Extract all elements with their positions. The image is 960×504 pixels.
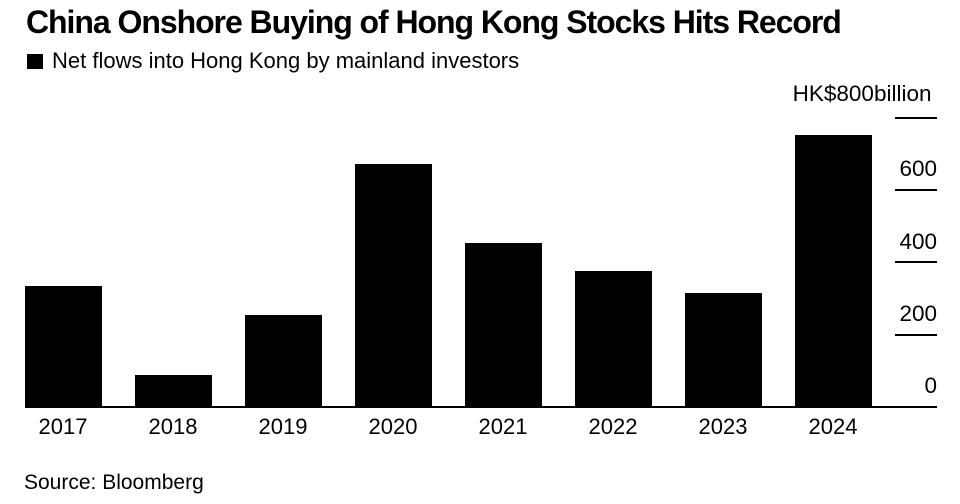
legend-swatch <box>27 53 43 70</box>
chart-title: China Onshore Buying of Hong Kong Stocks… <box>26 3 842 40</box>
x-tick-label-2023: 2023 <box>698 414 748 439</box>
y-tick-dash-200 <box>895 333 937 336</box>
x-tick-label-2021: 2021 <box>478 414 528 439</box>
x-tick-label-2018: 2018 <box>148 414 198 439</box>
x-tick-label-2022: 2022 <box>588 414 638 439</box>
y-tick-label-800: HK$800billion <box>792 80 932 106</box>
legend-label: Net flows into Hong Kong by mainland inv… <box>52 47 520 73</box>
y-tick-label-200: 200 <box>899 300 937 326</box>
y-tick-label-600: 600 <box>899 156 937 182</box>
bar-2018 <box>134 375 212 407</box>
x-tick-label-2020: 2020 <box>368 414 418 439</box>
y-tick-dash-800 <box>895 116 937 119</box>
bar-2024 <box>794 135 872 407</box>
bar-2019 <box>244 315 322 407</box>
bar-2020 <box>354 163 432 407</box>
bar-2021 <box>464 243 542 407</box>
y-tick-dash-600 <box>895 188 937 191</box>
x-tick-label-2017: 2017 <box>38 414 88 439</box>
y-tick-dash-400 <box>895 261 937 264</box>
x-tick-label-2019: 2019 <box>258 414 308 439</box>
bar-2017 <box>24 285 102 407</box>
source-note: Source: Bloomberg <box>24 471 204 494</box>
bar-2022 <box>574 270 652 407</box>
bar-2023 <box>684 292 762 407</box>
x-axis-baseline <box>24 406 937 408</box>
legend: Net flows into Hong Kong by mainland inv… <box>27 47 520 73</box>
y-tick-label-400: 400 <box>899 228 937 254</box>
x-tick-label-2024: 2024 <box>808 414 858 439</box>
y-tick-label-0: 0 <box>924 373 937 399</box>
